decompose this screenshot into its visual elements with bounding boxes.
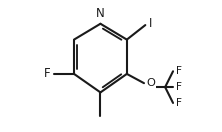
Text: I: I [149,17,153,30]
Text: F: F [176,82,182,92]
Text: F: F [176,66,182,76]
Text: F: F [176,98,182,108]
Text: N: N [96,7,105,20]
Text: F: F [44,67,51,80]
Text: O: O [147,78,156,88]
